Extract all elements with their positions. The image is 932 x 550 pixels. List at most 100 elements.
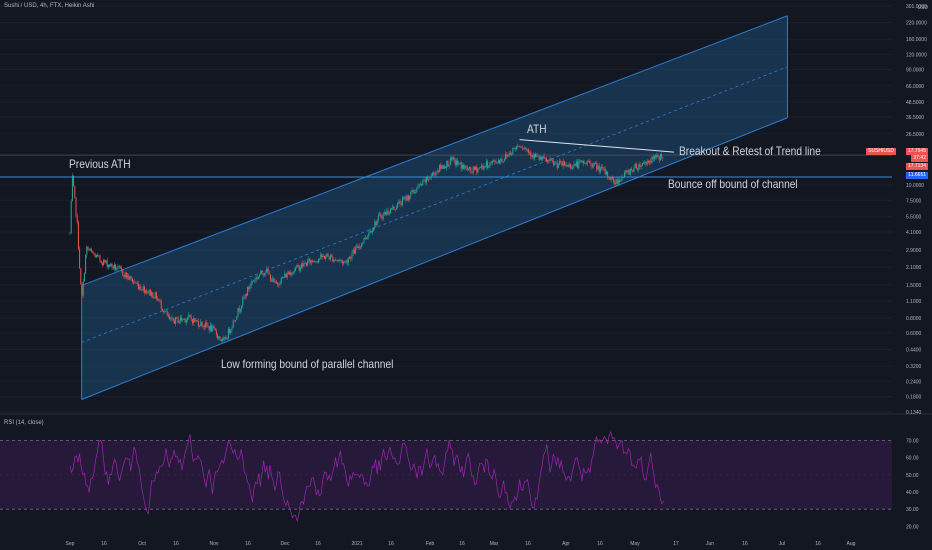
candle-body — [500, 158, 502, 164]
candle-body — [395, 207, 397, 210]
candle-body — [242, 297, 244, 306]
candle-body — [509, 153, 511, 155]
candle-body — [543, 156, 545, 159]
candle-body — [338, 260, 340, 261]
time-tick-label: Dec — [281, 541, 290, 547]
candle-body — [548, 160, 550, 161]
candle-body — [98, 255, 100, 257]
candle-body — [182, 319, 184, 321]
candle-body — [532, 155, 534, 158]
price-tick-label: 0.6000 — [906, 331, 922, 337]
candle-body — [585, 162, 587, 164]
candle-body — [651, 156, 653, 163]
candle-body — [166, 311, 168, 316]
candle-body — [599, 168, 601, 172]
candle-body — [621, 177, 623, 181]
candle-body — [567, 165, 569, 167]
candle-body — [495, 161, 497, 164]
candle-body — [178, 320, 180, 323]
candle-body — [639, 163, 641, 167]
price-tick-label: 26.5000 — [906, 132, 924, 138]
candle-body — [86, 246, 88, 256]
candle-body — [550, 158, 552, 161]
candle-body — [346, 260, 348, 264]
candle-body — [350, 257, 352, 259]
candle-body — [423, 179, 425, 181]
candle-body — [284, 273, 286, 278]
candle-body — [113, 264, 115, 269]
candle-body — [506, 154, 508, 157]
candle-body — [544, 158, 546, 159]
candle-body — [197, 321, 199, 327]
candle-body — [121, 268, 123, 271]
horizontal-levels — [0, 154, 892, 178]
time-tick-label: 16 — [815, 541, 821, 547]
candle-body — [417, 185, 419, 189]
candle-body — [243, 297, 245, 299]
time-tick-label: 17 — [673, 541, 679, 547]
candle-body — [353, 249, 355, 254]
candle-body — [340, 259, 342, 262]
candle-body — [627, 170, 629, 173]
candle-body — [640, 165, 642, 167]
candle-body — [422, 179, 424, 186]
candle-body — [383, 212, 385, 214]
candle-body — [490, 162, 492, 163]
candle-body — [580, 160, 582, 162]
price-tick-label: 2.9000 — [906, 248, 922, 254]
candle-body — [125, 272, 127, 278]
candle-body — [469, 167, 471, 169]
candle-body — [142, 286, 144, 291]
candle-body — [230, 329, 232, 333]
candle-body — [261, 270, 263, 274]
candle-body — [520, 146, 522, 148]
candle-body — [539, 157, 541, 160]
candle-body — [413, 192, 415, 193]
candle-body — [69, 232, 71, 234]
time-tick-label: May — [630, 541, 640, 547]
candle-body — [634, 163, 636, 168]
candle-body — [568, 163, 570, 167]
annotation-breakout: Breakout & Retest of Trend line — [679, 144, 821, 158]
candle-body — [316, 261, 318, 263]
candle-body — [207, 325, 209, 327]
price-tick-label: 1.1000 — [906, 299, 922, 305]
candle-body — [170, 318, 172, 320]
candle-body — [542, 156, 544, 160]
candle-body — [661, 154, 663, 158]
candle-body — [404, 196, 406, 199]
candle-body — [160, 301, 162, 309]
candle-body — [507, 154, 509, 157]
candle-body — [298, 265, 300, 271]
candle-body — [140, 286, 142, 290]
candle-body — [153, 297, 155, 299]
candle-body — [267, 268, 269, 273]
candle-body — [175, 317, 177, 324]
candle-body — [319, 258, 321, 260]
time-tick-label: 16 — [742, 541, 748, 547]
candle-body — [555, 162, 557, 164]
candle-body — [448, 164, 450, 167]
time-tick-label: Nov — [210, 541, 219, 547]
candle-body — [445, 166, 447, 169]
candle-body — [311, 260, 313, 262]
candle-body — [595, 162, 597, 164]
candle-body — [446, 160, 448, 169]
candle-body — [93, 253, 95, 255]
candle-body — [488, 166, 490, 168]
candle-body — [467, 168, 469, 171]
candle-body — [296, 265, 298, 268]
candle-body — [503, 159, 505, 161]
candle-body — [453, 157, 455, 161]
candle-body — [652, 156, 654, 160]
candle-body — [590, 163, 592, 165]
candle-body — [475, 166, 477, 170]
candle-body — [231, 327, 233, 330]
candle-body — [560, 161, 562, 162]
candle-body — [493, 160, 495, 162]
candle-body — [77, 222, 79, 249]
candle-body — [118, 266, 120, 267]
candle-body — [536, 155, 538, 158]
time-tick-label: Jun — [706, 541, 714, 547]
